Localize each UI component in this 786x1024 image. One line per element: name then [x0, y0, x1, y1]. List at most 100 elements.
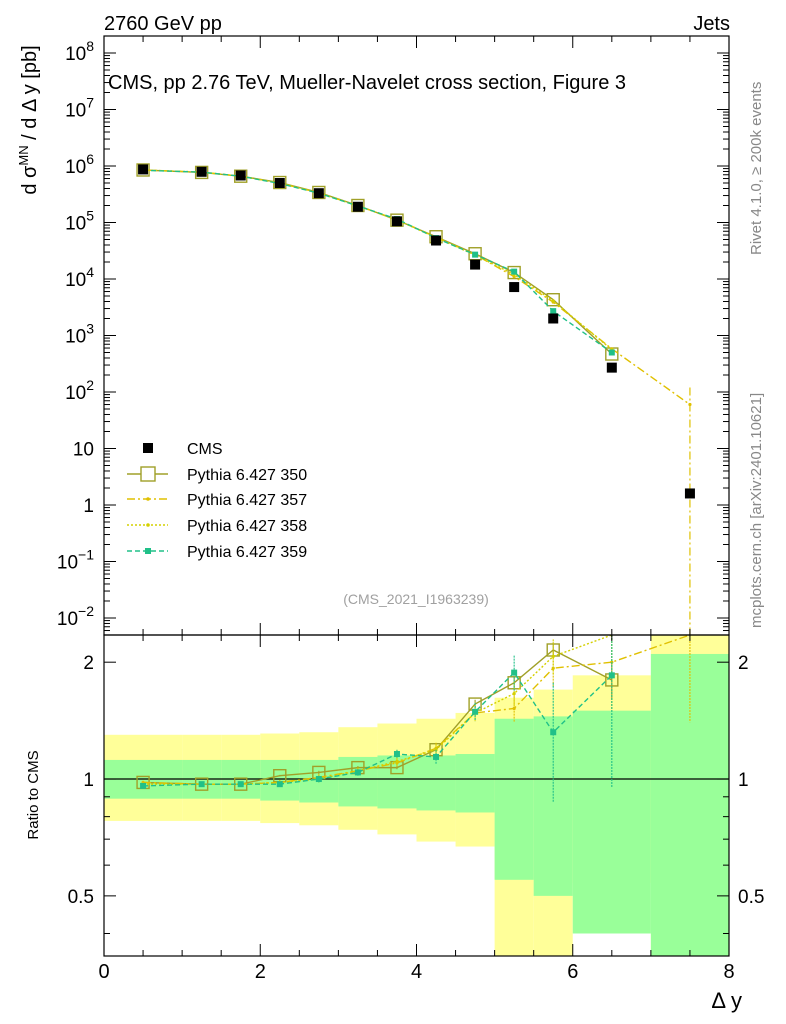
data-point: [274, 178, 285, 189]
y-tick-exp: −2: [78, 603, 94, 619]
x-tick-label: 8: [723, 961, 734, 983]
data-point: [138, 164, 149, 175]
main-marker-350: [507, 265, 521, 280]
ratio-marker-359: [276, 781, 283, 788]
ratio-marker-2: [551, 654, 555, 658]
y-tick-label-main: 108: [65, 38, 94, 65]
legend-label-1: Pythia 6.427 357: [187, 492, 307, 509]
legend-marker-cms: [143, 443, 153, 453]
ratio-marker-359: [237, 781, 244, 788]
main-marker-359: [608, 349, 615, 356]
y-tick-label-main: 102: [65, 377, 94, 404]
legend-marker-2: [146, 523, 150, 527]
ratio-marker-1: [512, 706, 516, 711]
y-tick-base: 10: [65, 270, 86, 291]
ratio-marker-2: [512, 691, 516, 696]
y-axis-label-ratio: Ratio to CMS: [25, 750, 42, 839]
header-left: 2760 GeV pp: [104, 13, 222, 35]
y-tick-label-ratio: 1: [83, 770, 94, 791]
y-tick-label-main: 107: [65, 95, 94, 122]
side-label-mcplots: mcplots.cern.ch [arXiv:2401.10621]: [748, 393, 765, 628]
ylabel-main-a: d σ: [19, 165, 41, 195]
y-tick-label-ratio-right: 1: [738, 770, 749, 791]
y-tick-label-main: 104: [65, 264, 94, 291]
data-point: [235, 170, 246, 181]
y-tick-exp: 5: [86, 208, 94, 224]
ratio-marker-2: [395, 759, 399, 764]
x-axis-label: Δ y: [711, 988, 742, 1013]
data-point: [606, 362, 617, 373]
data-point: [431, 235, 442, 246]
ratio-marker-359: [511, 669, 518, 676]
y-tick-exp: 8: [86, 38, 94, 54]
y-tick-label-main: 10−2: [57, 603, 94, 630]
data-point: [196, 166, 207, 177]
y-tick-label-main: 1: [83, 496, 94, 517]
main-marker-350: [546, 293, 560, 307]
ratio-marker-359: [354, 769, 361, 776]
legend-marker-1: [146, 497, 150, 501]
data-point: [684, 488, 695, 499]
ratio-band-stat: [455, 754, 495, 813]
x-tick-label: 4: [411, 961, 422, 983]
y-tick-base: 10: [57, 552, 78, 573]
y-tick-exp: −1: [78, 546, 94, 562]
y-tick-label-ratio: 2: [83, 653, 94, 674]
y-tick-exp: 2: [86, 377, 94, 393]
ratio-band-stat: [338, 756, 378, 807]
y-tick-base: 10: [65, 327, 86, 348]
x-tick-label: 6: [567, 961, 578, 983]
ratio-marker-359: [472, 708, 479, 715]
y-axis-label-main: d σMN / d Δ y [pb]: [16, 45, 41, 194]
side-label-rivet: Rivet 4.1.0, ≥ 200k events: [748, 82, 765, 255]
ratio-band-stat: [416, 755, 456, 811]
x-tick-label: 2: [255, 961, 266, 983]
header-right: Jets: [693, 13, 730, 35]
ratio-series-line-3: [143, 671, 613, 787]
y-tick-base: 10: [65, 101, 86, 122]
y-tick-base: 10: [65, 383, 86, 404]
legend-label-3: Pythia 6.427 359: [187, 544, 307, 561]
y-tick-exp: 6: [86, 151, 94, 167]
y-tick-exp: 3: [86, 321, 94, 337]
main-marker-359: [550, 308, 557, 315]
chart-title: CMS, pp 2.76 TeV, Mueller-Navelet cross …: [108, 72, 626, 94]
watermark: (CMS_2021_I1963239): [343, 591, 489, 607]
y-tick-label-main: 105: [65, 208, 94, 235]
y-tick-base: 10: [65, 44, 86, 65]
y-tick-base: 10: [65, 214, 86, 235]
x-tick-label: 0: [98, 961, 109, 983]
legend-label-0: Pythia 6.427 350: [187, 467, 307, 484]
y-tick-exp: 7: [86, 95, 94, 111]
y-tick-label-main: 10: [73, 439, 94, 460]
ratio-band-stat: [494, 718, 534, 880]
y-tick-label-main: 103: [65, 321, 94, 348]
main-series-line-3: [143, 169, 613, 354]
legend-label-cms: CMS: [187, 441, 223, 458]
ylabel-main-b: / d Δ y [pb]: [19, 45, 41, 145]
legend-marker-359: [145, 548, 151, 554]
ratio-marker-359: [315, 776, 322, 783]
main-series-line-2: [143, 169, 613, 351]
axes: 0 2 4 6 810−210−11101021031041051061071080.5…: [57, 35, 764, 983]
y-tick-label-ratio-right: 0.5: [738, 887, 764, 908]
y-tick-label-main: 10−1: [57, 546, 94, 573]
data-point: [548, 313, 559, 324]
y-tick-label-ratio-right: 2: [738, 653, 749, 674]
ratio-marker-359: [393, 751, 400, 758]
main-marker-350: [312, 185, 326, 200]
data-point: [391, 216, 402, 227]
ratio-marker-359: [198, 781, 205, 788]
legend: CMS Pythia 6.427 350 Pythia 6.427 357 Pythi…: [127, 441, 307, 561]
y-tick-label-ratio: 0.5: [68, 887, 94, 908]
main-marker-359: [472, 251, 479, 258]
ratio-marker-359: [433, 753, 440, 760]
data-point: [509, 282, 520, 293]
ratio-plot: [136, 634, 691, 803]
main-series-line-0: [143, 169, 613, 355]
ratio-marker-359: [140, 782, 147, 789]
y-tick-base: 10: [65, 157, 86, 178]
y-tick-base: 10: [57, 609, 78, 630]
ylabel-main-sup: MN: [16, 145, 31, 165]
